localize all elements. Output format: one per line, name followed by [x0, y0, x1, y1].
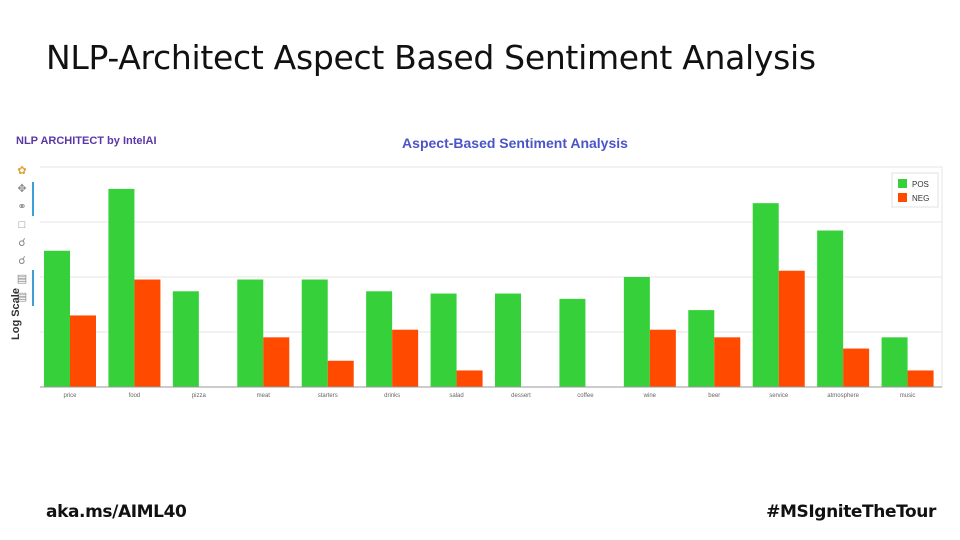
- legend-swatch-neg: [898, 193, 907, 202]
- bar-neg-music[interactable]: [907, 370, 934, 387]
- x-tick-label: price: [63, 393, 77, 399]
- bar-pos-service[interactable]: [752, 203, 779, 387]
- logo-icon: ✿: [17, 165, 27, 177]
- x-tick-label: dessert: [511, 393, 531, 399]
- slide-title: NLP-Architect Aspect Based Sentiment Ana…: [46, 38, 816, 77]
- zoom-out-icon[interactable]: ☌: [18, 255, 26, 267]
- x-tick-label: salad: [449, 393, 463, 399]
- plot-toolbar: ✿ ✥ ⚭ □ ☌ ☌ ▤ ▤: [14, 164, 36, 306]
- x-tick-label: atmosphere: [827, 393, 859, 399]
- bar-pos-drinks[interactable]: [366, 291, 393, 387]
- brand-label: NLP ARCHITECT by IntelAI: [16, 135, 157, 147]
- x-tick-label: music: [900, 393, 916, 399]
- legend-label-pos: POS: [912, 180, 929, 189]
- x-tick-label: wine: [643, 393, 657, 399]
- bar-neg-service[interactable]: [778, 270, 805, 387]
- bar-pos-music[interactable]: [881, 337, 908, 387]
- zoom-in-icon[interactable]: ☌: [18, 237, 26, 249]
- x-tick-label: pizza: [192, 393, 207, 399]
- bar-neg-beer[interactable]: [714, 337, 741, 387]
- bar-neg-starters[interactable]: [327, 360, 354, 387]
- x-tick-label: beer: [708, 393, 720, 399]
- legend-swatch-pos: [898, 179, 907, 188]
- save-icon[interactable]: □: [18, 219, 26, 231]
- bar-pos-food[interactable]: [108, 188, 135, 387]
- bar-pos-salad[interactable]: [430, 293, 457, 387]
- hover-icon[interactable]: ▤: [16, 273, 28, 285]
- active-tool-indicator: [32, 270, 34, 306]
- bar-neg-salad[interactable]: [456, 370, 483, 387]
- lasso-icon[interactable]: ⚭: [17, 201, 27, 213]
- footer-link: aka.ms/AIML40: [46, 502, 187, 522]
- bar-pos-wine[interactable]: [623, 277, 650, 387]
- bar-pos-dessert[interactable]: [495, 293, 521, 387]
- legend[interactable]: POS NEG: [891, 172, 939, 208]
- bar-neg-wine[interactable]: [649, 329, 676, 387]
- chart-title: Aspect-Based Sentiment Analysis: [402, 135, 628, 151]
- bar-neg-meat[interactable]: [263, 337, 290, 387]
- pan-icon[interactable]: ✥: [17, 183, 27, 195]
- bars: [44, 188, 934, 387]
- bar-neg-food[interactable]: [134, 279, 161, 387]
- x-tick-label: drinks: [384, 393, 400, 399]
- bar-chart: Aspect-Based Sentiment Analysis price foo…: [40, 135, 943, 399]
- bar-pos-coffee[interactable]: [559, 298, 586, 387]
- bar-neg-atmosphere[interactable]: [843, 348, 870, 387]
- bar-pos-meat[interactable]: [237, 279, 264, 387]
- footer-hashtag: #MSIgniteTheTour: [766, 502, 936, 522]
- x-tick-label: service: [769, 393, 789, 399]
- x-tick-label: starters: [318, 393, 338, 399]
- bar-pos-pizza[interactable]: [172, 291, 199, 387]
- active-tool-indicator: [32, 182, 34, 216]
- bar-pos-price[interactable]: [44, 250, 70, 387]
- x-tick-label: coffee: [577, 393, 594, 399]
- legend-label-neg: NEG: [912, 194, 929, 203]
- x-tick-labels: price food pizza meat starters drinks salad des…: [63, 393, 915, 399]
- app-screenshot: NLP ARCHITECT by IntelAI ✿ ✥ ⚭ □ ☌ ☌ ▤ ▤…: [10, 122, 946, 407]
- tap-icon[interactable]: ▤: [16, 291, 28, 303]
- bar-pos-atmosphere[interactable]: [817, 230, 844, 387]
- bar-neg-price[interactable]: [70, 315, 96, 387]
- bar-pos-starters[interactable]: [301, 279, 328, 387]
- bar-pos-beer[interactable]: [688, 310, 715, 387]
- x-tick-label: food: [129, 393, 141, 399]
- bar-neg-drinks[interactable]: [392, 329, 419, 387]
- x-tick-label: meat: [257, 393, 271, 399]
